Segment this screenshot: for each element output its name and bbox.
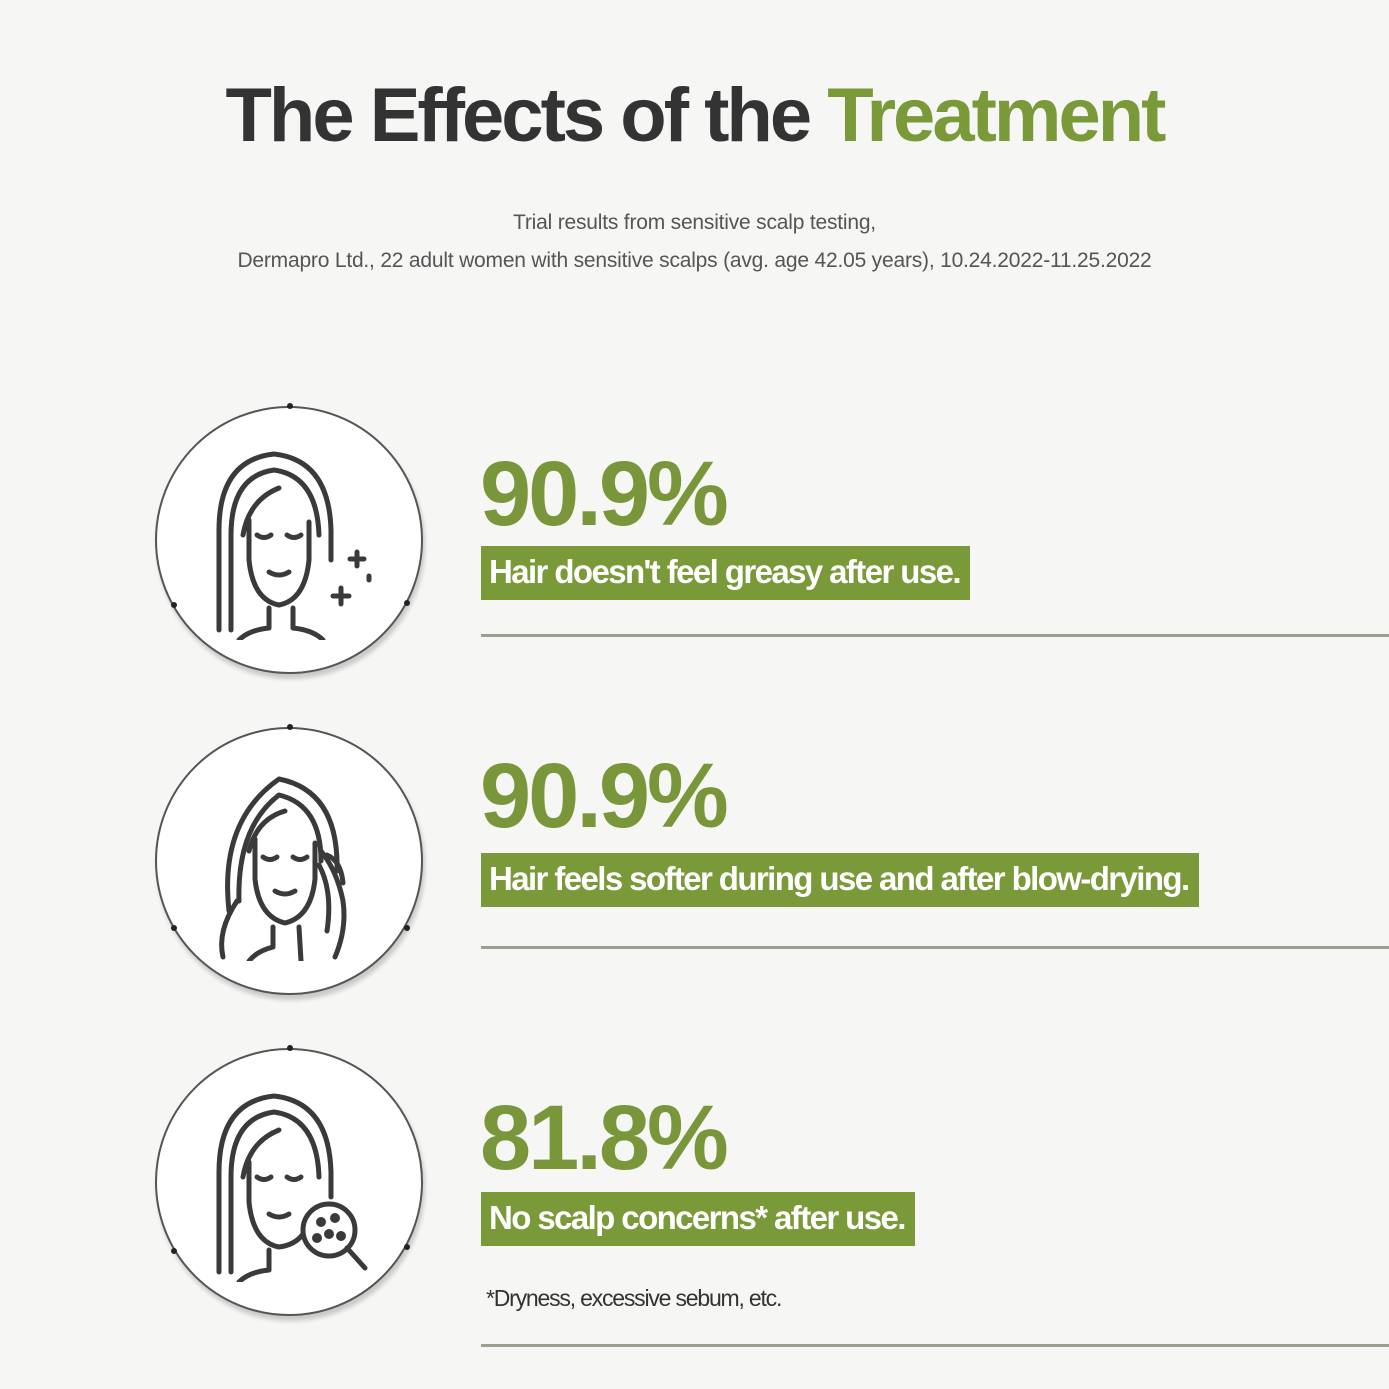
result-percent: 81.8% xyxy=(480,1087,729,1189)
subtitle-line-1: Trial results from sensitive scalp testi… xyxy=(513,211,876,234)
icon-badge xyxy=(155,403,427,678)
divider xyxy=(481,1344,1389,1347)
icon-badge xyxy=(155,1045,427,1320)
woman-touching-hair-icon xyxy=(219,776,347,961)
woman-sparkle-hair-icon xyxy=(216,451,372,640)
icon-badge xyxy=(155,724,427,999)
divider xyxy=(481,634,1389,637)
page-title: The Effects of the Treatment xyxy=(0,72,1389,159)
subtitle-line-2: Dermapro Ltd., 22 adult women with sensi… xyxy=(237,249,1152,272)
woman-scalp-magnifier-icon xyxy=(216,1093,368,1282)
result-label: Hair feels softer during use and after b… xyxy=(481,853,1199,907)
result-percent: 90.9% xyxy=(480,443,729,545)
result-percent: 90.9% xyxy=(480,745,729,847)
divider xyxy=(481,946,1389,949)
title-main: The Effects of the xyxy=(225,73,813,158)
footnote: *Dryness, excessive sebum, etc. xyxy=(486,1285,782,1311)
title-accent: Treatment xyxy=(827,73,1166,158)
result-label: No scalp concerns* after use. xyxy=(481,1192,915,1246)
result-label: Hair doesn't feel greasy after use. xyxy=(481,546,970,600)
